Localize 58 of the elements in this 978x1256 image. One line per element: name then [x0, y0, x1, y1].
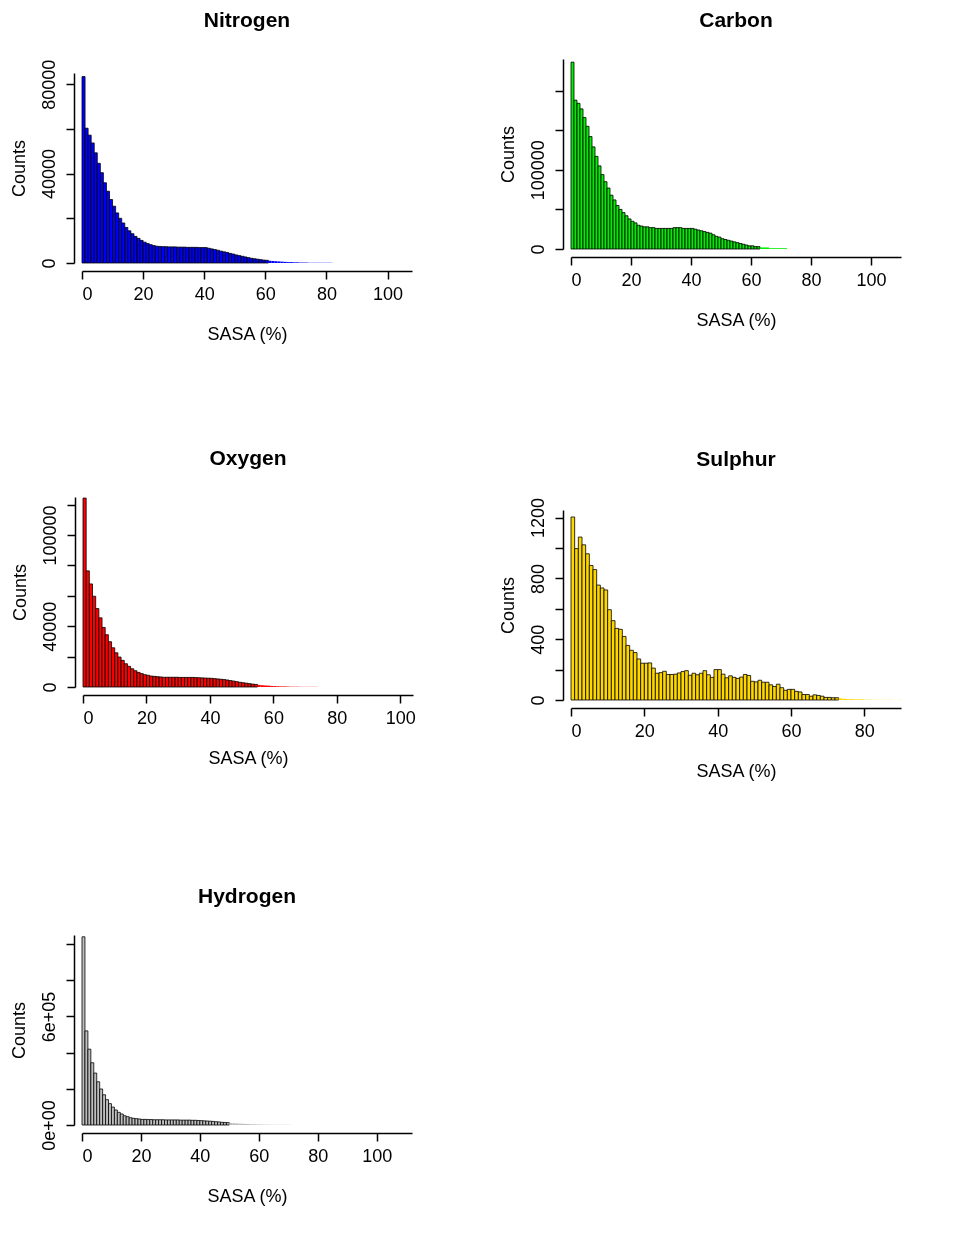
x-tick-label: 100	[385, 707, 416, 728]
x-tick-label: 0	[571, 269, 582, 290]
chart-title: Oxygen	[209, 446, 287, 469]
x-tick-label: 20	[133, 283, 154, 304]
x-tick-label: 0	[82, 283, 93, 304]
y-tick-label: 100000	[527, 140, 548, 201]
x-tick-label: 0	[82, 1145, 93, 1166]
y-tick-label: 40000	[39, 601, 60, 652]
x-tick-label: 20	[621, 269, 642, 290]
x-tick-label: 40	[194, 283, 215, 304]
chart-title: Nitrogen	[203, 8, 291, 32]
x-axis-title: SASA (%)	[208, 747, 289, 768]
x-tick-label: 80	[308, 1145, 329, 1166]
y-axis-title: Counts	[8, 1001, 29, 1060]
x-tick-label: 100	[373, 283, 404, 304]
y-tick-label: 0e+00	[38, 1100, 59, 1151]
y-tick-label: 40000	[38, 149, 59, 200]
x-tick-label: 100	[362, 1145, 393, 1166]
x-tick-label: 80	[316, 283, 337, 304]
x-tick-label: 40	[708, 720, 729, 741]
x-axis-title: SASA (%)	[207, 323, 288, 344]
y-axis-title: Counts	[8, 139, 29, 198]
y-tick-label: 0	[527, 244, 548, 255]
chart-title: Carbon	[699, 8, 773, 31]
x-tick-label: 60	[255, 283, 276, 304]
chart-title: Hydrogen	[197, 884, 297, 907]
x-axis-title: SASA (%)	[696, 760, 777, 781]
y-tick-label: 800	[527, 563, 548, 594]
y-tick-label: 0	[39, 682, 60, 693]
chart-title: Sulphur	[696, 446, 776, 470]
x-tick-label: 20	[634, 720, 655, 741]
x-axis-title: SASA (%)	[207, 1185, 288, 1206]
y-tick-label: 0	[527, 695, 548, 706]
x-tick-label: 80	[854, 720, 875, 741]
x-tick-label: 40	[190, 1145, 211, 1166]
x-tick-label: 60	[741, 269, 762, 290]
y-axis-title: Counts	[497, 576, 518, 635]
y-tick-label: 6e+05	[38, 991, 59, 1043]
x-tick-label: 0	[83, 707, 94, 728]
y-tick-label: 0	[38, 258, 59, 269]
x-tick-label: 20	[136, 707, 157, 728]
x-tick-label: 100	[856, 269, 887, 290]
x-axis-title: SASA (%)	[696, 309, 777, 330]
x-tick-label: 40	[200, 707, 221, 728]
y-axis-title: Counts	[9, 563, 30, 622]
x-tick-label: 20	[131, 1145, 152, 1166]
x-tick-label: 80	[801, 269, 822, 290]
x-tick-label: 60	[781, 720, 802, 741]
y-axis-title: Counts	[497, 125, 518, 184]
x-tick-label: 80	[327, 707, 348, 728]
y-tick-label: 400	[527, 624, 548, 655]
y-tick-label: 80000	[38, 59, 59, 110]
y-tick-label: 1200	[527, 498, 548, 539]
x-tick-label: 60	[263, 707, 284, 728]
x-tick-label: 0	[571, 720, 582, 741]
x-tick-label: 60	[249, 1145, 270, 1166]
x-tick-label: 40	[681, 269, 702, 290]
y-tick-label: 100000	[39, 505, 60, 566]
